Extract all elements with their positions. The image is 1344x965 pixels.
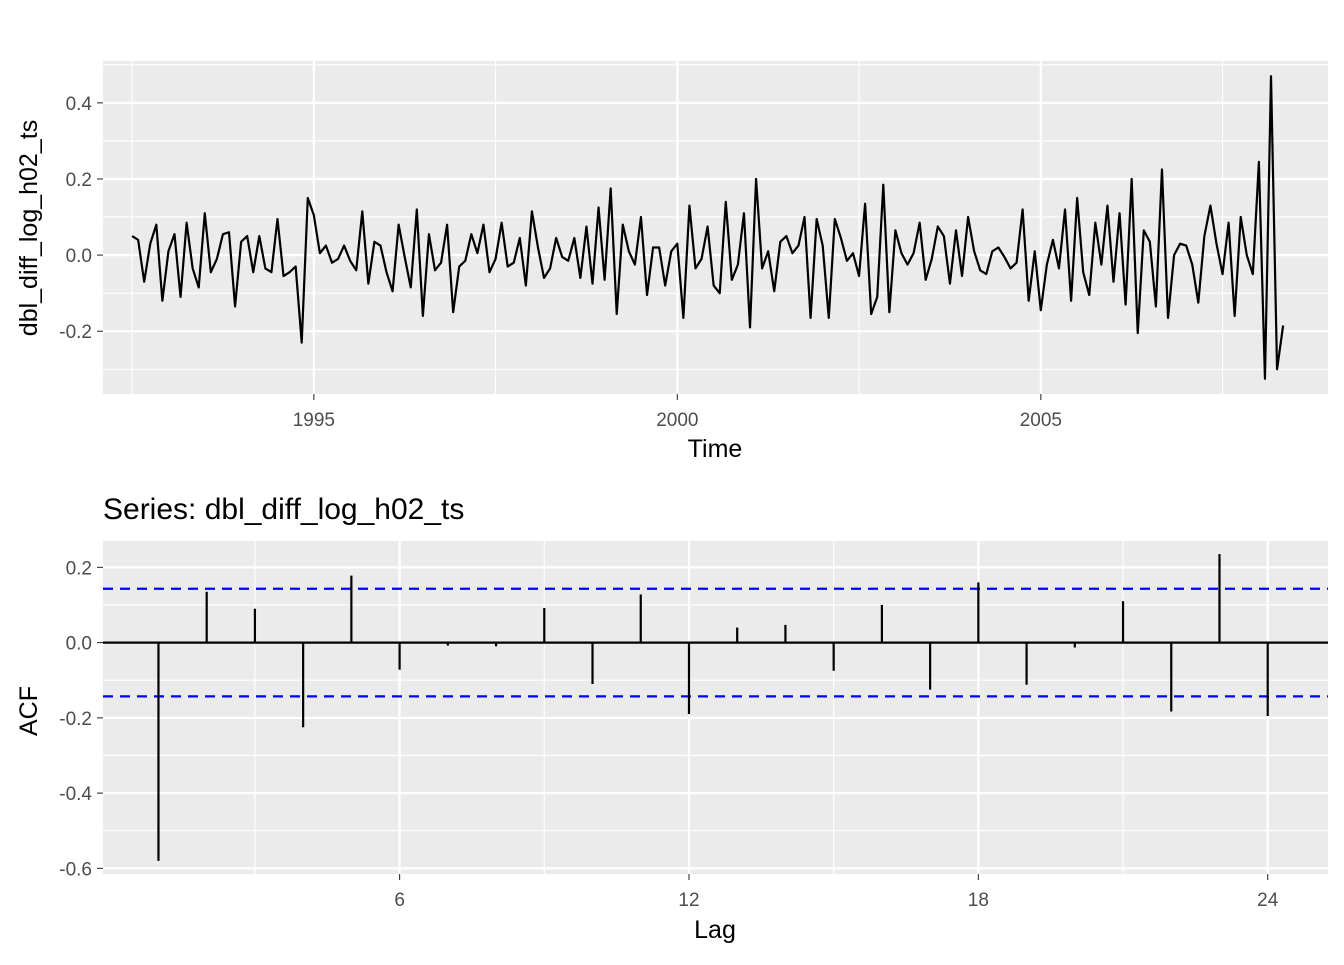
x-tick-label: 2005 — [1020, 410, 1062, 431]
y-tick-label: 0.0 — [66, 634, 92, 655]
y-tick-label: -0.2 — [59, 322, 92, 343]
y-axis-title: dbl_diff_log_h02_ts — [15, 120, 43, 336]
chart-title: Series: dbl_diff_log_h02_ts — [103, 493, 464, 526]
y-tick-label: -0.2 — [59, 709, 92, 730]
x-axis-title: Lag — [694, 916, 736, 944]
x-tick-label: 1995 — [293, 410, 335, 431]
y-tick-label: 0.2 — [66, 558, 92, 579]
y-tick-label: 0.0 — [66, 246, 92, 267]
y-tick-label: -0.6 — [59, 859, 92, 880]
y-axis-title: ACF — [15, 686, 43, 736]
y-tick-label: 0.4 — [66, 94, 93, 115]
plot-background — [103, 61, 1328, 394]
y-tick-label: 0.2 — [66, 170, 92, 191]
plot-background — [103, 541, 1328, 874]
x-axis-title: Time — [688, 435, 743, 463]
x-tick-label: 12 — [678, 890, 699, 911]
x-tick-label: 6 — [394, 890, 405, 911]
x-tick-label: 24 — [1257, 890, 1279, 911]
x-tick-label: 2000 — [656, 410, 698, 431]
x-tick-label: 18 — [968, 890, 989, 911]
y-tick-label: -0.4 — [59, 784, 92, 805]
